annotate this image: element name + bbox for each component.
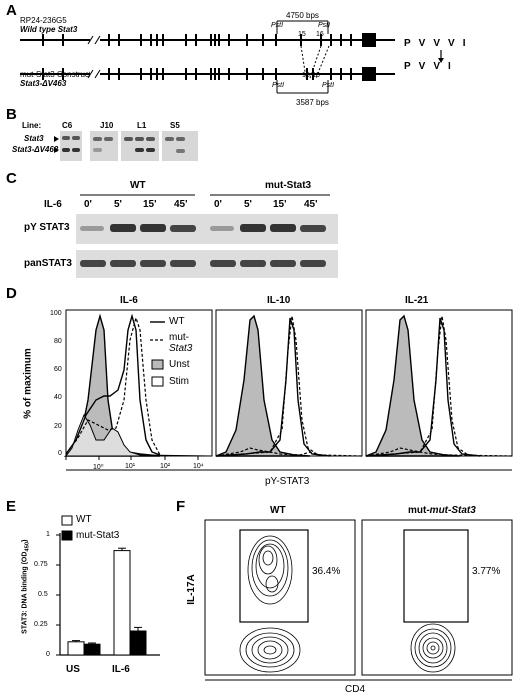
hist-title-il10: IL-10 xyxy=(267,295,291,306)
bar-marks xyxy=(67,547,147,656)
legend-wt: WT xyxy=(169,316,185,327)
psti-label-2: PstI xyxy=(318,22,331,29)
mut-stat3-label: Stat3-ΔV463 xyxy=(20,79,67,88)
panel-letter-c: C xyxy=(6,170,17,187)
contours-wt xyxy=(239,535,301,673)
time-label: 45' xyxy=(304,199,318,210)
panel-letter-a: A xyxy=(6,2,17,19)
time-label: 15' xyxy=(273,199,287,210)
exon-16-label: 16 xyxy=(316,31,324,38)
psti-label-3: PstI xyxy=(272,82,285,89)
time-label: 5' xyxy=(244,199,252,210)
y-tick: 0 xyxy=(58,450,62,457)
exon-1516-label: 15-16 xyxy=(302,72,320,79)
flow-x-label: CD4 xyxy=(345,684,366,695)
row-label-py-stat3: pY STAT3 xyxy=(24,222,70,233)
wt-bac-label: RP24-236G5 xyxy=(20,16,67,25)
bar-y-tick: 0.25 xyxy=(34,621,48,628)
hist-title-il21: IL-21 xyxy=(405,295,429,306)
hist-title-il6: IL-6 xyxy=(120,295,138,306)
y-tick: 40 xyxy=(54,394,62,401)
lane-label-l1: L1 xyxy=(137,121,147,130)
time-label: 15' xyxy=(143,199,157,210)
time-label: 0' xyxy=(84,199,92,210)
panel-letter-d: D xyxy=(6,285,17,302)
x-tick: 10² xyxy=(160,463,171,470)
x-tick: 10⁴ xyxy=(193,463,204,470)
hist-il6 xyxy=(63,309,213,460)
il6-label: IL-6 xyxy=(44,199,62,210)
bar-y-tick: 1 xyxy=(46,531,50,538)
bar-cat-us: US xyxy=(66,664,80,675)
contours-mut xyxy=(410,623,456,673)
wt-bps-label: 4750 bps xyxy=(286,11,319,20)
bar-y-tick: 0 xyxy=(46,651,50,658)
hist-x-label: pY-STAT3 xyxy=(265,476,310,487)
y-tick: 20 xyxy=(54,423,62,430)
time-label: 0' xyxy=(214,199,222,210)
band-label-stat3-dv463: Stat3-ΔV463 xyxy=(12,145,59,154)
blot-j10 xyxy=(90,131,118,161)
group-label-wt: WT xyxy=(130,180,146,191)
hist-il10 xyxy=(215,309,363,457)
bar-y-tick: 0.5 xyxy=(38,591,48,598)
blot-l1 xyxy=(121,131,159,161)
legend-stim-swatch xyxy=(151,376,164,387)
panel-letter-f: F xyxy=(176,498,186,515)
gate-percent-mut: 3.77% xyxy=(472,566,501,577)
blot-s5 xyxy=(162,131,198,161)
mut-bps-label: 3587 bps xyxy=(296,98,329,107)
bar-legend-mut: mut-Stat3 xyxy=(76,530,120,541)
row-label-panstat3: panSTAT3 xyxy=(24,258,72,269)
line-label: Line: xyxy=(22,121,42,130)
y-tick: 60 xyxy=(54,366,62,373)
legend-mut: mut- xyxy=(169,332,189,343)
y-tick: 100 xyxy=(50,310,62,317)
time-label: 45' xyxy=(174,199,188,210)
time-label: 5' xyxy=(114,199,122,210)
bar-y-tick: 0.75 xyxy=(34,561,48,568)
bar-legend-wt: WT xyxy=(76,514,92,525)
group-label-mut: mut-Stat3 xyxy=(265,180,312,191)
mut-sequence: PVVI xyxy=(404,61,459,72)
x-tick: 10¹ xyxy=(125,463,136,470)
panel-letter-e: E xyxy=(6,498,17,515)
x-tick: 10⁰ xyxy=(93,464,104,471)
legend-stat3: Stat3 xyxy=(169,343,193,354)
bar-legend-wt-swatch xyxy=(61,515,73,526)
bar-legend-mut-swatch xyxy=(61,530,73,541)
bar-cat-il6: IL-6 xyxy=(112,664,130,675)
hist-il21 xyxy=(365,309,513,457)
wt-sequence: PVVVI xyxy=(404,38,474,49)
gate-wt xyxy=(239,529,309,623)
legend-stim: Stim xyxy=(169,376,189,387)
legend-unst-swatch xyxy=(151,359,164,370)
lane-label-s5: S5 xyxy=(170,121,180,130)
panel-letter-b: B xyxy=(6,106,17,123)
lane-label-c6: C6 xyxy=(62,121,73,130)
band-label-stat3: Stat3 xyxy=(24,134,44,143)
lane-label-j10: J10 xyxy=(100,121,114,130)
flow-title-wt: WT xyxy=(270,505,286,516)
legend-unst: Unst xyxy=(169,359,190,370)
gate-percent-wt: 36.4% xyxy=(312,566,341,577)
gate-mut xyxy=(403,529,469,623)
wt-stat3-label: Wild type Stat3 xyxy=(20,25,78,34)
y-tick: 80 xyxy=(54,338,62,345)
flow-title-mut: mut-mut-Stat3 xyxy=(408,505,476,516)
